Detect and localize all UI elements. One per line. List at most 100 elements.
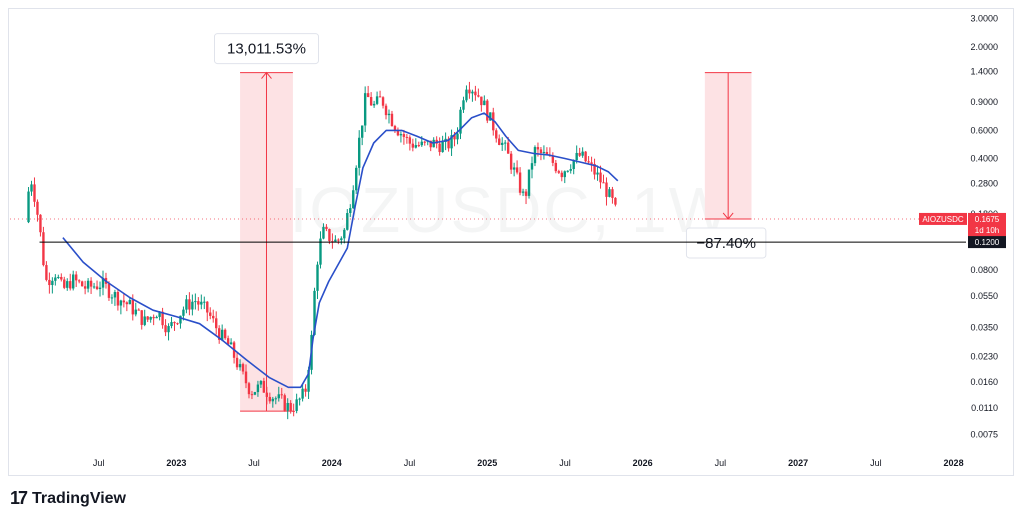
time-tick-label: Jul (715, 458, 727, 468)
candle-body (489, 112, 492, 121)
candle-body (286, 402, 289, 411)
candle-body (95, 286, 99, 290)
candle-body (179, 315, 182, 324)
candle-body (289, 402, 292, 411)
candle-body (250, 394, 254, 396)
candle-body (366, 93, 370, 98)
candle-body (209, 312, 212, 316)
candle-body (480, 96, 483, 106)
candle-body (265, 392, 269, 397)
hline-price-badge-bg (968, 236, 1006, 249)
candle-body (119, 300, 123, 306)
candle-body (614, 197, 617, 205)
candle-body (563, 171, 566, 178)
candle-body (465, 89, 468, 101)
candle-body (524, 191, 528, 196)
candle-body (483, 100, 486, 106)
measure-tools[interactable]: 13,011.53% −87.40% (213, 33, 767, 412)
candle-body (533, 147, 537, 164)
symbol-tag-bg (919, 212, 967, 225)
candle-body (116, 291, 120, 306)
candle-body (539, 149, 543, 154)
time-tick-label: Jul (870, 458, 882, 468)
candle-body (110, 297, 114, 299)
candle-body (194, 301, 197, 303)
bar-countdown-label: 1d 10h (975, 226, 999, 235)
candle-body (477, 95, 480, 97)
candle-body (349, 208, 352, 214)
candle-body (161, 311, 164, 326)
time-axis[interactable]: Jul 2023 Jul 2024 Jul 2025 Jul 2026 Jul 2027 Jul 20… (93, 458, 964, 468)
candle-body (33, 184, 36, 202)
candlestick-series (27, 81, 617, 420)
price-tick-label: 1.4000 (970, 67, 998, 77)
candle-body (343, 229, 346, 239)
time-tick-label: 2027 (788, 458, 808, 468)
candle-body (551, 155, 555, 163)
candle-body (220, 329, 224, 340)
candle-body (262, 380, 266, 393)
price-axis[interactable]: 3.0000 2.0000 1.4000 0.9000 0.6000 0.4000 0.28… (970, 14, 998, 440)
candle-body (590, 162, 593, 164)
candle-body (471, 91, 474, 94)
candle-body (247, 383, 251, 395)
candle-body (355, 167, 358, 191)
symbol-watermark: AIOZUSDC, 1W (245, 174, 731, 246)
candle-body (512, 167, 516, 170)
candle-body (182, 309, 185, 316)
time-tick-label: 2025 (477, 458, 497, 468)
candle-body (593, 163, 596, 175)
measure-up-box (213, 33, 319, 65)
price-chart[interactable]: AIOZUSDC, 1W 13,011.53% −87.40% 3.0000 2.0… (0, 0, 1024, 480)
candle-body (429, 140, 432, 148)
candle-body (411, 143, 415, 148)
horizontal-line-tool[interactable] (10, 218, 966, 243)
candle-body (346, 213, 349, 230)
candle-body (86, 280, 90, 289)
price-tick-label: 0.0075 (970, 430, 998, 440)
moving-average-series (62, 112, 619, 389)
candle-body (581, 151, 584, 156)
candle-body (107, 283, 111, 298)
time-tick-label: Jul (93, 458, 105, 468)
candle-body (45, 265, 48, 280)
candle-body (560, 172, 563, 178)
candle-body (408, 137, 412, 144)
candle-body (495, 130, 498, 139)
candle-body (596, 172, 599, 175)
candle-body (390, 113, 394, 127)
candle-body (554, 162, 558, 172)
candle-body (447, 138, 450, 149)
candle-body (146, 316, 149, 320)
candle-body (30, 184, 33, 192)
candle-body (280, 394, 283, 396)
candle-body (152, 316, 155, 319)
candle-body (101, 277, 105, 288)
time-tick-label: Jul (559, 458, 571, 468)
candle-body (402, 134, 406, 137)
candle-body (363, 93, 367, 126)
candle-body (66, 281, 69, 288)
time-tick-label: 2026 (633, 458, 653, 468)
price-tick-label: 0.0230 (970, 352, 998, 362)
candle-body (474, 91, 477, 96)
candle-body (572, 160, 575, 170)
candle-body (113, 291, 117, 298)
current-price-badge-bg (968, 212, 1006, 237)
candle-body (128, 300, 132, 305)
candle-body (292, 410, 295, 412)
candle-body (358, 137, 361, 168)
candle-body (259, 380, 263, 385)
candle-body (602, 182, 605, 184)
candle-body (521, 191, 525, 193)
candle-body (328, 228, 331, 242)
tradingview-logo-icon: 17 (10, 488, 28, 508)
price-tick-label: 0.0800 (970, 265, 998, 275)
candle-body (298, 398, 301, 400)
candle-body (441, 141, 444, 153)
candle-body (69, 281, 72, 289)
measure-down-arrow-head (722, 212, 734, 220)
candle-body (506, 142, 510, 154)
candle-body (226, 338, 230, 345)
candle-body (125, 302, 129, 305)
